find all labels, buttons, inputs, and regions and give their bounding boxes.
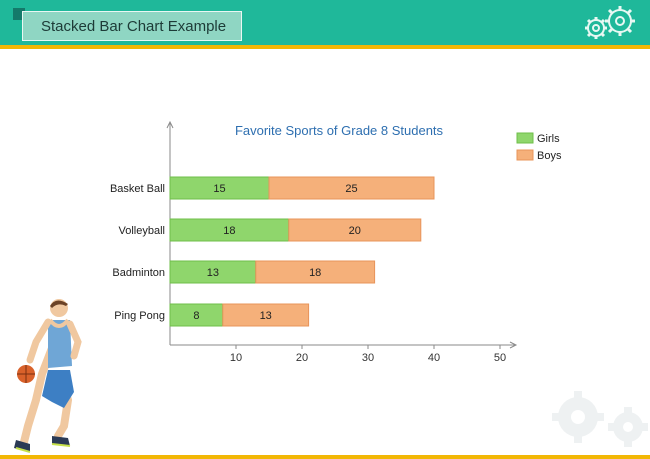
header-rule (0, 45, 650, 49)
data-label: 18 (309, 267, 321, 279)
bar-segment-boys (288, 218, 422, 242)
gears-icon (585, 6, 635, 39)
data-label: 20 (349, 225, 361, 237)
data-label: 13 (207, 267, 219, 279)
bar-segment-boys (268, 176, 435, 200)
data-label: 8 (193, 310, 199, 322)
page-title: Stacked Bar Chart Example (41, 17, 227, 35)
footer-rule (0, 455, 650, 459)
bar-segment-boys (255, 260, 376, 284)
category-label: Ping Pong (114, 310, 165, 322)
category-label: Volleyball (119, 225, 165, 237)
data-label: 15 (213, 183, 225, 195)
legend-swatch-boys (516, 149, 534, 161)
data-label: 18 (223, 225, 235, 237)
legend-swatch-girls (516, 132, 534, 144)
basketball-player-icon (14, 299, 82, 453)
category-label: Badminton (112, 267, 165, 279)
legend-label: Girls (537, 133, 560, 145)
title-box: Stacked Bar Chart Example (22, 11, 242, 41)
chart-title: Favorite Sports of Grade 8 Students (235, 123, 444, 138)
category-label: Basket Ball (110, 183, 165, 195)
data-label: 13 (260, 310, 272, 322)
y-axis-arrow (166, 120, 174, 129)
x-axis-arrow (509, 341, 518, 349)
x-tick-label: 10 (230, 352, 242, 364)
x-tick-label: 20 (296, 352, 308, 364)
bar-segment-boys (222, 303, 310, 327)
x-tick-label: 40 (428, 352, 440, 364)
x-tick-label: 30 (362, 352, 374, 364)
data-label: 25 (345, 183, 357, 195)
legend-label: Boys (537, 150, 562, 162)
x-tick-label: 50 (494, 352, 506, 364)
gears-icon (552, 391, 648, 447)
